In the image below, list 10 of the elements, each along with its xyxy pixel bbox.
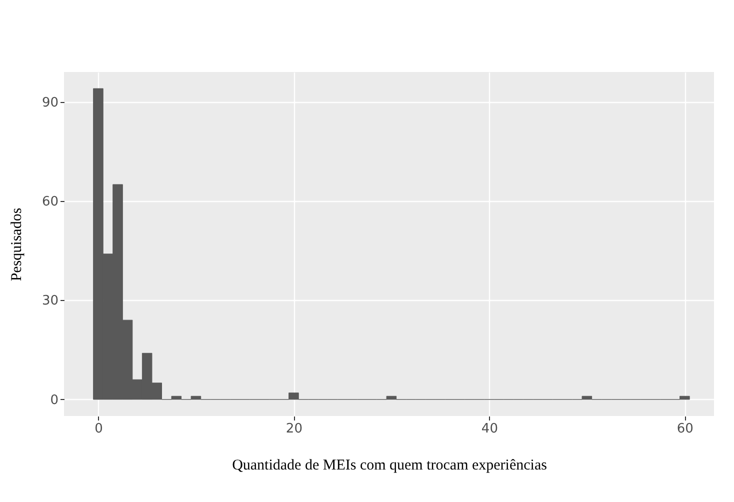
y-tick-label: 60 [42, 194, 58, 210]
x-tick-label: 20 [286, 422, 302, 436]
y-axis-title: Pesquisados [8, 208, 25, 282]
x-tick-label: 0 [94, 422, 103, 436]
y-tick-label: 30 [42, 294, 58, 309]
x-tick-label: 60 [676, 422, 694, 436]
x-axis-title: Quantidade de MEIs com quem trocam experiências [232, 458, 548, 474]
y-tick-label: 0 [50, 392, 58, 408]
x-tick-label: 40 [481, 422, 498, 436]
y-tick-label: 90 [42, 95, 58, 110]
